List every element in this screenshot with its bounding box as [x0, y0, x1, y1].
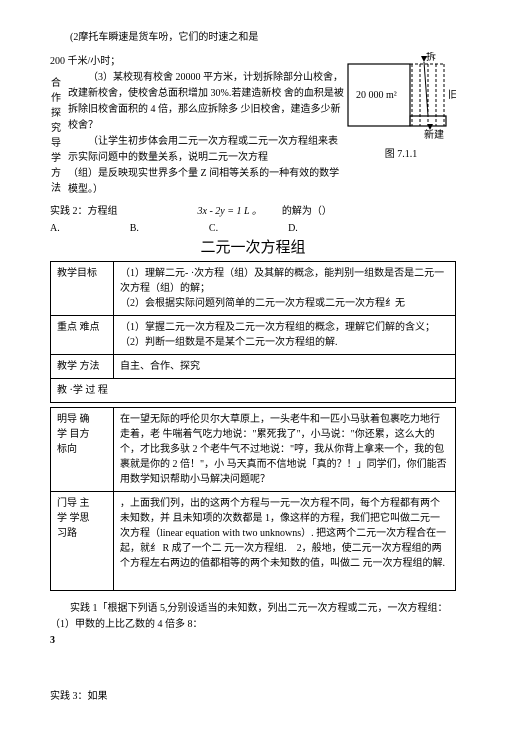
figure-caption: 图 7.1.1 — [346, 145, 456, 160]
opt-d: D. — [288, 223, 298, 234]
cell-label: 重点 难点 — [51, 316, 114, 355]
practice2-post: 的解为（） — [282, 202, 332, 217]
line1: (2摩托车瞬速是货车吩，它们的时速之和是 — [50, 30, 456, 46]
cell-label: 教学 方法 — [51, 355, 114, 379]
table-row: 教 ·学 过 程 — [51, 379, 456, 403]
text-line: （1）理解二元- ·次方程（组）及其解的概念，能判别一组数是否是二元一次方程（组… — [120, 268, 444, 294]
cell-content: （1）理解二元- ·次方程（组）及其解的概念，能判别一组数是否是二元一次方程（组… — [114, 262, 456, 316]
text-line: （2）会根据实际问题列简单的二元一次方程或二元一次方程纟无 — [120, 298, 405, 309]
para3: （3）某校现有校舍 20000 平方米，计划拆除部分山校舍，改建新校舍，使校舍总… — [68, 70, 346, 134]
cell-content: 教 ·学 过 程 — [51, 379, 456, 403]
table-2: 明导 确 学 目方 标向 在一望无际的呼伦贝尔大草原上，一头老牛和一匹小马驮着包… — [50, 407, 456, 591]
label-chai: 拆 — [426, 52, 436, 63]
cell-content: （1）掌握二元一次方程及二元一次方程组的概念，理解它们解的含义； （2）判断一组… — [114, 316, 456, 355]
section-title: 二元一次方程组 — [50, 236, 456, 257]
table-row: 门导 主 学 学思 习路 ，上面我们列，出的这两个方程与一元一次方程不同，每个方… — [51, 492, 456, 591]
para4: （让学生初步体会用二元一次方程或二元一次方程组来表示实际问题中的数量关系，说明二… — [68, 134, 346, 166]
table-row: 教学目标 （1）理解二元- ·次方程（组）及其解的概念，能判别一组数是否是二元一… — [51, 262, 456, 316]
cell-label: 教学目标 — [51, 262, 114, 316]
options-row: A. B. C. D. — [50, 223, 456, 234]
text-line: （1）掌握二元一次方程及二元一次方程组的概念，理解它们解的含义； — [120, 322, 435, 333]
opt-a: A. — [50, 223, 60, 234]
practice1: 实践 1「根据下列语 5,分别设适当的未知数，列出二元一次方程或二元，一次方程组… — [50, 601, 456, 633]
label-xin: 新建 — [424, 128, 444, 141]
opt-b: B. — [130, 223, 139, 234]
cell-content: 自主、合作、探究 — [114, 355, 456, 379]
cell-content: ，上面我们列，出的这两个方程与一元一次方程不同，每个方程都有两个未知数，并 且未… — [114, 492, 456, 591]
cell-content: 在一望无际的呼伦贝尔大草原上，一头老牛和一匹小马驮着包裹吃力地行走着，老 牛喘着… — [114, 408, 456, 492]
vertical-label: 合作探究导学方法 — [50, 76, 62, 196]
cell-label: 门导 主 学 学思 习路 — [51, 492, 114, 591]
opt-c: C. — [209, 223, 218, 234]
table-row: 教学 方法 自主、合作、探究 — [51, 355, 456, 379]
text-line: （2）判断一组数是不是某个二元一次方程组的解. — [120, 337, 338, 348]
practice3: 实践 3：如果 — [50, 689, 456, 705]
formula: 3x - 2y = 1 L 。 — [198, 202, 262, 217]
label-area: 20 000 m² — [356, 90, 397, 101]
table-row: 重点 难点 （1）掌握二元一次方程及二元一次方程组的概念，理解它们解的含义； （… — [51, 316, 456, 355]
figure: 拆 20 000 m² 旧 新建 图 7.1.1 — [346, 52, 456, 160]
cell-label: 明导 确 学 目方 标向 — [51, 408, 114, 492]
para5: （组）是反映现实世界多个量 Z 间相等关系的一种有效的数学模型。） — [68, 166, 346, 198]
table-row: 明导 确 学 目方 标向 在一望无际的呼伦贝尔大草原上，一头老牛和一匹小马驮着包… — [51, 408, 456, 492]
number-three: 3 — [50, 633, 456, 649]
label-jiu: 旧 — [448, 89, 456, 101]
practice2-pre: 实践 2：方程组 — [50, 202, 118, 217]
table-1: 教学目标 （1）理解二元- ·次方程（组）及其解的概念，能判别一组数是否是二元一… — [50, 261, 456, 403]
